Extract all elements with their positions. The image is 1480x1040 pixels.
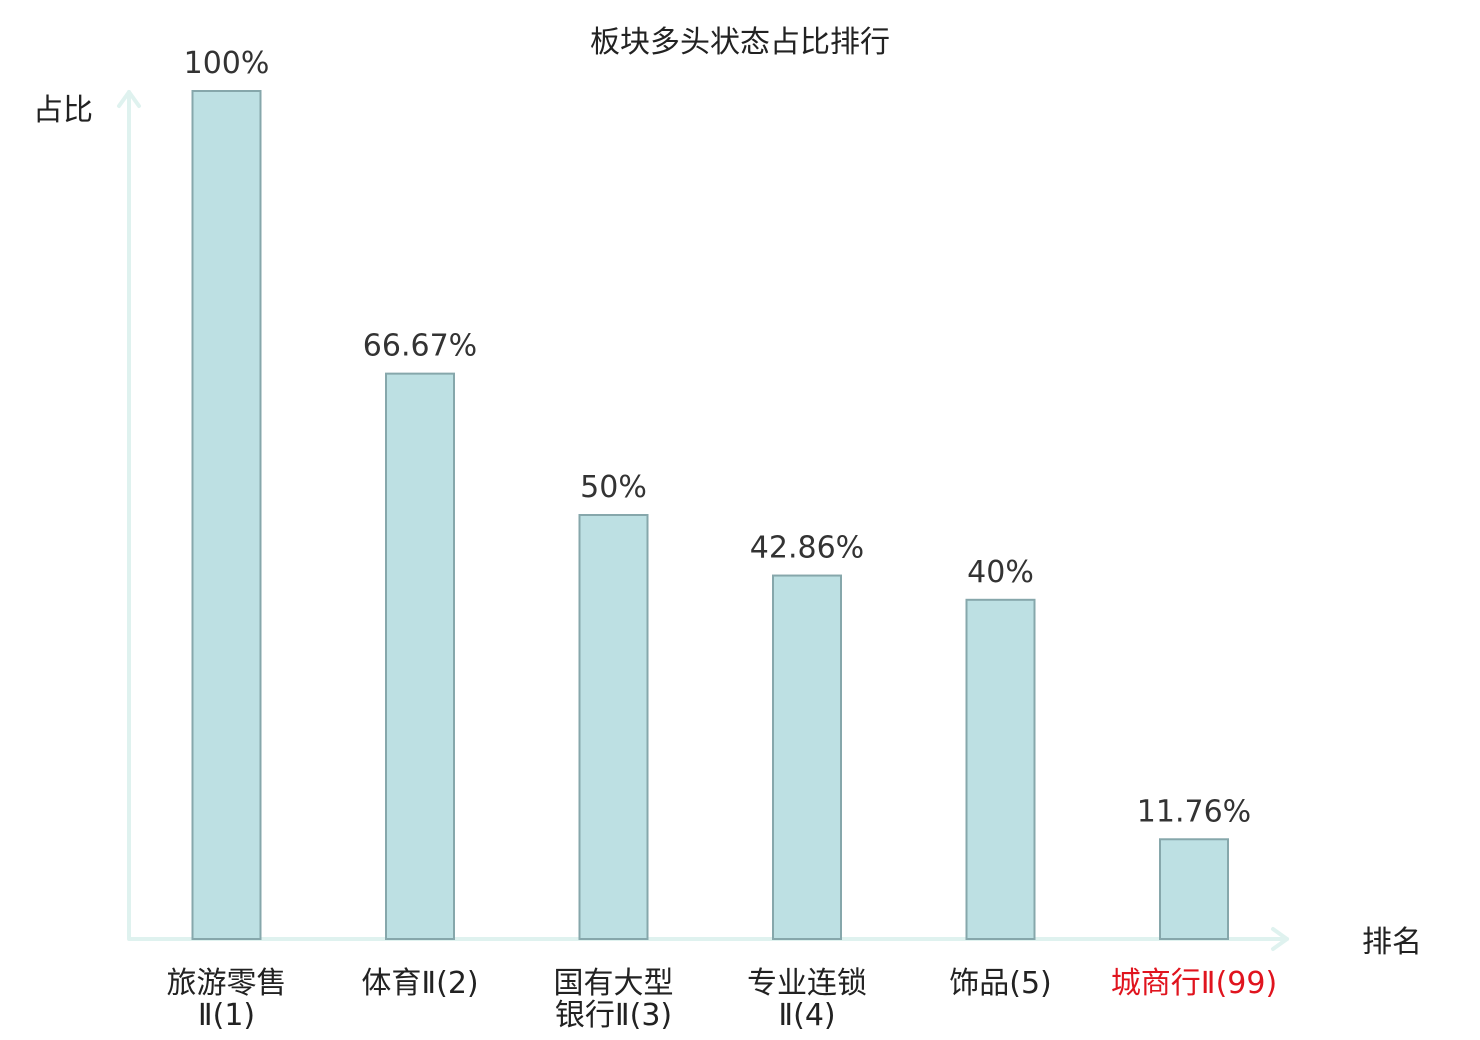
bar-series bbox=[191, 90, 1229, 941]
y-axis-label: 占比 bbox=[33, 93, 93, 128]
category-label-6: 城商行Ⅱ(99) bbox=[1111, 966, 1277, 1001]
bar-2 bbox=[385, 372, 455, 940]
category-label-3: 国有大型银行Ⅱ(3) bbox=[554, 966, 674, 1033]
chart-title: 板块多头状态占比排行 bbox=[590, 25, 890, 60]
value-label-3: 50% bbox=[580, 470, 647, 505]
category-label-4: 专业连锁 Ⅱ(4) bbox=[747, 966, 867, 1033]
value-labels: 100% 66.67% 50% 42.86% 40% 11.76% bbox=[184, 46, 1252, 829]
value-label-1: 100% bbox=[184, 46, 270, 81]
bar-4 bbox=[772, 574, 842, 940]
value-label-6: 11.76% bbox=[1137, 794, 1251, 829]
bar-6 bbox=[1159, 838, 1229, 941]
x-axis bbox=[127, 927, 1289, 951]
value-label-2: 66.67% bbox=[363, 329, 477, 364]
category-label-1: 旅游零售 Ⅱ(1) bbox=[167, 966, 287, 1033]
value-label-4: 42.86% bbox=[750, 531, 864, 566]
y-axis bbox=[117, 90, 141, 940]
category-labels: 旅游零售 Ⅱ(1) 体育Ⅱ(2) 国有大型银行Ⅱ(3) 专业连锁 Ⅱ(4) 饰品(5) 城商行… bbox=[167, 966, 1278, 1033]
bar-5 bbox=[965, 598, 1036, 940]
bar-3 bbox=[578, 514, 649, 940]
category-label-5: 饰品(5) bbox=[949, 966, 1052, 1001]
value-label-5: 40% bbox=[967, 555, 1034, 590]
bar-1 bbox=[191, 90, 262, 940]
x-axis-label: 排名 bbox=[1362, 925, 1422, 960]
category-label-2: 体育Ⅱ(2) bbox=[361, 966, 478, 1001]
